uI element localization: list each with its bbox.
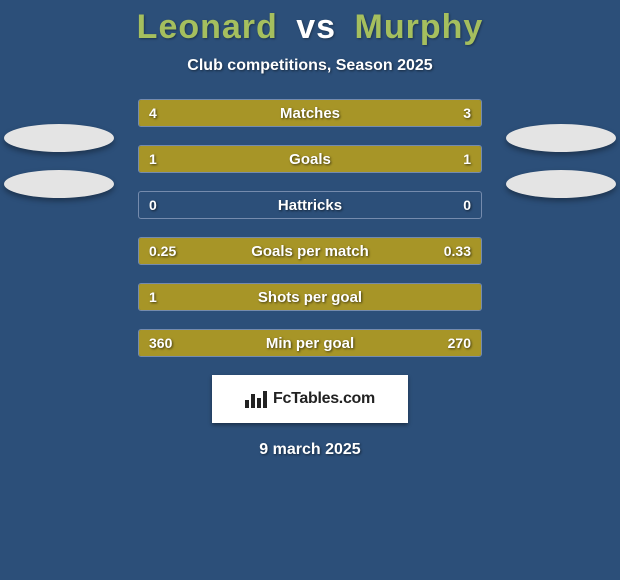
stats-list: Matches43 Goals11 Hattricks0 0 Goals per mat… [138, 99, 482, 357]
stat-fill-right [310, 146, 481, 172]
club-badge [4, 124, 114, 152]
stat-fill-right [334, 100, 481, 126]
stat-label: Hattricks [139, 192, 481, 218]
stat-fill-left [139, 100, 334, 126]
stat-row: Shots per goal1 [138, 283, 482, 311]
stat-row: Hattricks0 0 [138, 191, 482, 219]
page-title: Leonard vs Murphy [0, 8, 620, 47]
title-player-2: Murphy [355, 8, 484, 46]
watermark-text: FcTables.com [273, 390, 375, 408]
subtitle: Club competitions, Season 2025 [0, 57, 620, 75]
card-content: Leonard vs Murphy Club competitions, Sea… [0, 0, 620, 580]
stat-fill-right [286, 330, 481, 356]
title-player-1: Leonard [137, 8, 278, 46]
stat-row: Goals11 [138, 145, 482, 173]
stat-fill-left [139, 284, 481, 310]
club-badge [506, 124, 616, 152]
stat-fill-left [139, 330, 286, 356]
club-badge [506, 170, 616, 198]
stat-value-left: 0 [139, 192, 167, 218]
title-vs: vs [296, 8, 336, 46]
stat-fill-left [139, 238, 286, 264]
stat-row: Matches43 [138, 99, 482, 127]
stat-fill-right [286, 238, 481, 264]
stat-row: Goals per match0.250.33 [138, 237, 482, 265]
stat-fill-left [139, 146, 310, 172]
watermark[interactable]: FcTables.com [212, 375, 408, 423]
stat-row: Min per goal360270 [138, 329, 482, 357]
club-badge [4, 170, 114, 198]
footer-date: 9 march 2025 [0, 441, 620, 459]
comparison-card: Leonard vs Murphy Club competitions, Sea… [0, 0, 620, 580]
bar-chart-icon [245, 390, 267, 408]
stat-value-right: 0 [453, 192, 481, 218]
